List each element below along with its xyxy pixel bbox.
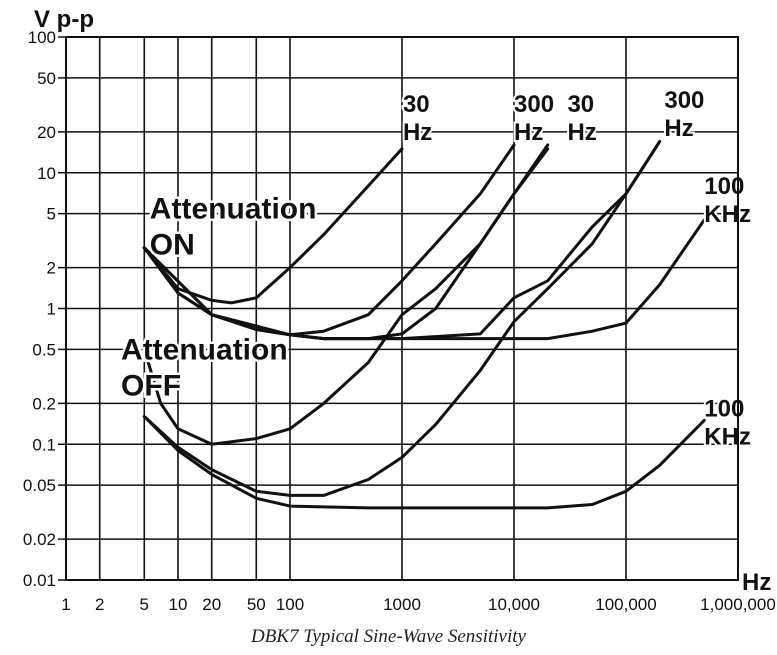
y-tick-label: 0.2: [32, 394, 56, 413]
y-tick-label: 50: [37, 69, 56, 88]
y-tick-label: 0.02: [23, 530, 56, 549]
x-tick-label: 20: [202, 595, 221, 614]
curve-label: KHz: [704, 424, 751, 451]
x-tick-label: 1000: [383, 595, 421, 614]
curve-off: [142, 415, 706, 510]
curve-label: Hz: [664, 115, 693, 142]
grid: [58, 36, 739, 581]
y-axis-label: V p-p: [34, 6, 94, 33]
y-tick-label: 20: [37, 123, 56, 142]
y-tick-label: 5: [47, 205, 56, 224]
y-tick-label: 10: [37, 164, 56, 183]
y-tick-label: 0.01: [23, 571, 56, 590]
curve-on: [142, 147, 404, 305]
x-tick-label: 1: [61, 595, 70, 614]
x-tick-label: 2: [95, 595, 104, 614]
curves: [142, 140, 706, 510]
y-tick-label: 0.1: [32, 435, 56, 454]
figure-caption: DBK7 Typical Sine-Wave Sensitivity: [251, 626, 526, 647]
curve-label: 300: [664, 87, 704, 114]
curve-label: 300: [514, 91, 554, 118]
curve-labels: 30Hz300Hz30Hz300Hz100KHz100KHzAttenuatio…: [119, 85, 753, 453]
curve-off: [142, 140, 662, 497]
curve-label: 30: [403, 91, 430, 118]
y-tick-label: 0.5: [32, 340, 56, 359]
curve-label: KHz: [704, 201, 751, 228]
y-tick-label: 100: [28, 28, 56, 47]
curve-on: [142, 140, 662, 341]
curve-label: Hz: [403, 119, 432, 146]
curve-label: Hz: [567, 119, 596, 146]
plot-frame: [65, 36, 739, 581]
x-tick-label: 5: [140, 595, 149, 614]
x-tick-label: 50: [247, 595, 266, 614]
tick-labels: 100 50 20 10 5 2 1 0.5 0.2 0.1 0.05 0.02 0.01 1 2 5 10 20…: [23, 28, 776, 614]
group-label: OFF: [121, 370, 181, 403]
x-tick-label: 10: [169, 595, 188, 614]
group-label: ON: [150, 229, 195, 262]
x-tick-label: 100: [276, 595, 304, 614]
x-tick-label: 100,000: [595, 595, 656, 614]
group-label: Attenuation: [150, 193, 317, 226]
y-tick-label: 0.05: [23, 476, 56, 495]
x-axis-label: Hz: [742, 569, 771, 596]
curve-off: [142, 147, 550, 446]
y-tick-label: 1: [47, 300, 56, 319]
curve-label: 30: [567, 91, 594, 118]
x-tick-label: 10,000: [488, 595, 540, 614]
group-label: Attenuation: [121, 334, 288, 367]
x-tick-label: 1,000,000: [700, 595, 776, 614]
curve-label: Hz: [514, 119, 543, 146]
y-tick-label: 2: [47, 259, 56, 278]
